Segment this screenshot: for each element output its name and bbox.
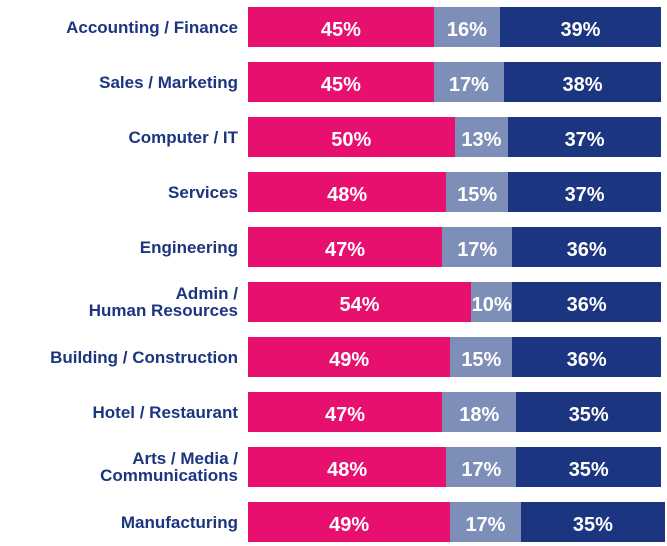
bar-segment xyxy=(433,62,505,102)
bar-segment xyxy=(512,282,661,322)
value-label: 17% xyxy=(457,238,498,261)
category-label: Computer / IT xyxy=(128,127,238,147)
bar-segment xyxy=(248,172,447,212)
bar-segment xyxy=(248,117,455,157)
bar-segment xyxy=(248,282,472,322)
category-label: Admin / Human Resources xyxy=(88,284,238,320)
bar-segment xyxy=(516,392,661,432)
bar-segment xyxy=(520,502,666,542)
category-label: Engineering xyxy=(139,237,238,257)
value-label: 17% xyxy=(461,458,502,481)
bar-segment xyxy=(450,502,521,542)
value-label: 36% xyxy=(566,293,607,316)
category-label: Arts / Media / Communications xyxy=(100,449,238,485)
value-label: 17% xyxy=(448,73,489,96)
category-label: Hotel / Restaurant xyxy=(92,402,238,422)
bar-segment xyxy=(446,447,517,487)
value-label: 18% xyxy=(459,403,500,426)
bar-segment xyxy=(442,227,513,267)
value-label: 45% xyxy=(320,73,361,96)
bar-segment xyxy=(446,172,509,212)
category-label: Building / Construction xyxy=(50,347,238,367)
value-label: 49% xyxy=(329,348,370,371)
category-label: Manufacturing xyxy=(120,512,238,532)
value-label: 13% xyxy=(461,128,502,151)
value-label: 35% xyxy=(572,513,613,536)
value-label: 36% xyxy=(566,238,607,261)
bar-segment xyxy=(433,7,500,47)
value-label: 35% xyxy=(568,403,609,426)
value-label: 15% xyxy=(461,348,502,371)
value-label: 45% xyxy=(320,18,361,41)
bar-segment xyxy=(442,392,517,432)
bar-segment xyxy=(471,282,513,322)
value-label: 39% xyxy=(560,18,601,41)
value-label: 36% xyxy=(566,348,607,371)
bar-segment xyxy=(248,447,447,487)
bar-segment xyxy=(516,447,661,487)
bar-segment xyxy=(248,62,434,102)
value-label: 49% xyxy=(329,513,370,536)
bar-segment xyxy=(499,7,661,47)
bar-segment xyxy=(450,337,513,377)
category-label: Services xyxy=(168,182,238,202)
value-label: 50% xyxy=(331,128,372,151)
bar-segment xyxy=(248,502,451,542)
value-label: 47% xyxy=(325,403,366,426)
category-label: Accounting / Finance xyxy=(66,17,238,37)
bar-segment xyxy=(454,117,509,157)
bar-segment xyxy=(248,227,443,267)
value-label: 17% xyxy=(465,513,506,536)
value-label: 48% xyxy=(327,183,368,206)
value-label: 48% xyxy=(327,458,368,481)
bar-segment xyxy=(248,337,451,377)
category-label: Sales / Marketing xyxy=(99,72,238,92)
value-label: 47% xyxy=(325,238,366,261)
bar-segment xyxy=(248,7,434,47)
bar-segment xyxy=(508,117,661,157)
value-label: 54% xyxy=(339,293,380,316)
value-label: 35% xyxy=(568,458,609,481)
value-label: 38% xyxy=(562,73,603,96)
value-label: 15% xyxy=(457,183,498,206)
value-label: 37% xyxy=(564,128,605,151)
bar-segment xyxy=(512,227,661,267)
bar-segment xyxy=(512,337,661,377)
bar-segment xyxy=(508,172,661,212)
bar-segment xyxy=(248,392,443,432)
value-label: 16% xyxy=(446,18,487,41)
value-label: 37% xyxy=(564,183,605,206)
value-label: 10% xyxy=(471,293,512,316)
bar-segment xyxy=(504,62,661,102)
